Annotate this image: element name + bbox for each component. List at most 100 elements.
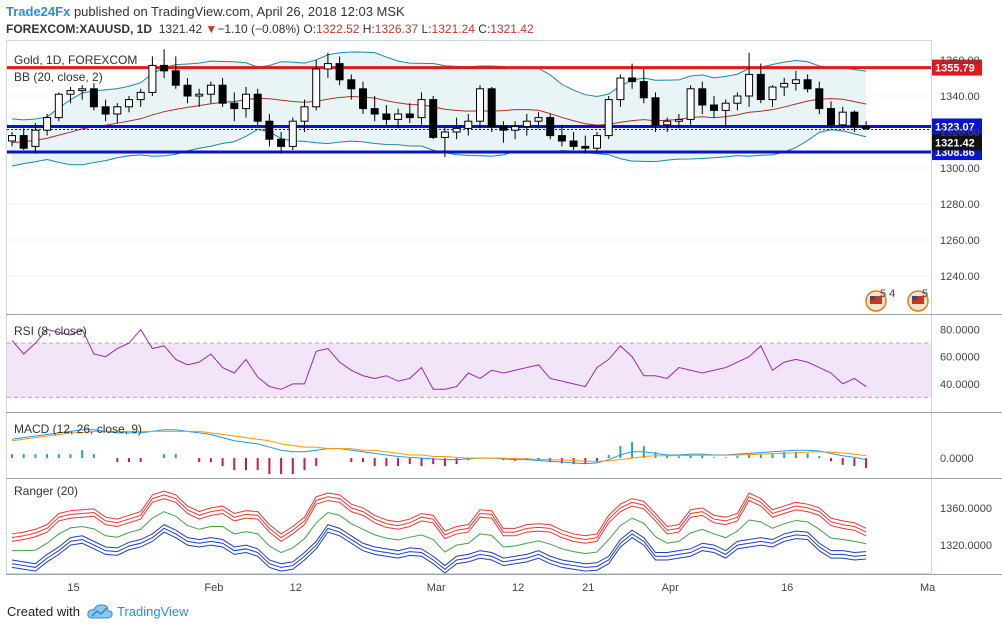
candle-body <box>440 131 449 138</box>
time-tick-label: 12 <box>290 582 302 594</box>
time-tick-label: 16 <box>781 582 793 594</box>
candle-body <box>242 93 250 110</box>
ranger-line <box>11 498 867 544</box>
rsi-tick-label: 40.0000 <box>940 379 980 391</box>
candle-body <box>803 79 812 90</box>
candle-body <box>862 126 871 129</box>
candle-body <box>827 108 835 126</box>
candle-body <box>277 138 286 147</box>
candle-body <box>370 108 379 115</box>
candle-body <box>733 95 742 104</box>
ranger-tick-label: 1360.0000 <box>940 503 992 515</box>
candle-body <box>101 106 110 115</box>
price-tick-label: 1360.00 <box>940 55 980 67</box>
level-price-label: 1323.07 <box>935 121 975 133</box>
rsi-indicator-label: RSI (8, close) <box>14 324 87 338</box>
flag-canton <box>912 296 917 300</box>
candle-body <box>417 99 426 119</box>
candle-body <box>323 63 332 70</box>
open-value: 1322.52 <box>316 22 360 36</box>
ranger-line <box>12 511 867 554</box>
low-label: L: <box>421 22 432 36</box>
high-value: 1326.37 <box>374 22 419 36</box>
open-label: O: <box>303 22 317 36</box>
macd-pane: 0.0000 <box>11 429 974 475</box>
rsi-tick-label: 80.0000 <box>940 325 980 337</box>
tradingview-cloud-icon[interactable] <box>86 602 114 622</box>
candle-body <box>838 111 847 126</box>
price-axis[interactable]: 1240.00 1260.00 1280.00 1300.00 1320.00 1340.… <box>940 55 980 283</box>
low-value: 1321.24 <box>431 22 475 36</box>
candle-body <box>382 113 391 120</box>
bb-fill <box>12 51 867 166</box>
candle-body <box>66 90 75 95</box>
candle-body <box>31 129 40 147</box>
candle-body <box>89 88 98 108</box>
candle-body <box>628 77 637 83</box>
publisher-name[interactable]: Trade24Fx <box>6 4 71 19</box>
candle-body <box>253 93 262 122</box>
candle-body <box>511 126 520 131</box>
footer: Created with TradingView <box>0 598 1002 630</box>
candle-body <box>206 84 215 95</box>
candle-body <box>452 127 461 133</box>
bollinger-bands <box>11 51 867 167</box>
candle-body <box>300 106 309 122</box>
symbol-label: FOREXCOM:XAUUSD, 1D <box>6 22 153 36</box>
rsi-tick-label: 60.0000 <box>940 352 980 364</box>
macd-tick-label: 0.0000 <box>940 453 974 465</box>
candle-body <box>651 97 660 126</box>
last-price-tag <box>932 134 982 151</box>
candle-body <box>160 64 169 72</box>
candle-body <box>113 106 122 115</box>
candle-body <box>78 88 87 92</box>
price-tick-label: 1280.00 <box>940 199 980 211</box>
candle-body <box>557 135 566 142</box>
candle-body <box>8 135 16 142</box>
macd-indicator-label: MACD (12, 26, close, 9) <box>14 422 142 436</box>
candle-body <box>195 93 204 97</box>
price-tick-label: 1300.00 <box>940 163 980 175</box>
candle-body <box>791 79 800 84</box>
event-count-label: 5 4 <box>880 288 895 300</box>
candle-body <box>43 117 52 131</box>
candle-body <box>394 113 403 120</box>
down-arrow-icon: ▼ <box>205 22 218 36</box>
ohlc-line: FOREXCOM:XAUUSD, 1D 1321.42 ▼−1.10 (−0.0… <box>6 22 534 36</box>
candle-body <box>581 145 590 149</box>
close-label: C: <box>478 22 491 36</box>
ranger-line <box>11 524 867 567</box>
candle-body <box>710 104 718 111</box>
publish-info: published on TradingView.com, April 26, … <box>73 4 405 19</box>
candle-body <box>125 99 133 108</box>
candle-body <box>674 118 683 122</box>
candle-body <box>534 117 543 122</box>
candle-body <box>686 88 695 120</box>
candle-body <box>850 111 859 128</box>
level-price-tag <box>932 118 982 135</box>
candle-body <box>359 88 367 110</box>
time-tick-label: Apr <box>662 582 679 594</box>
ranger-pane: 1320.0000 1360.0000 <box>11 490 992 574</box>
last-price-label: 1321.42 <box>935 137 975 149</box>
candle-body <box>230 102 239 110</box>
candle-body <box>312 68 321 108</box>
candle-body <box>721 102 730 111</box>
candle-body <box>347 79 356 90</box>
candle-body <box>429 99 438 138</box>
candle-body <box>745 73 754 97</box>
ranger-line <box>11 527 867 570</box>
time-axis[interactable]: 15 Feb 12 Mar 12 21 Apr 16 Ma <box>67 582 936 594</box>
candle-body <box>815 88 824 110</box>
candle-body <box>780 82 789 88</box>
event-markers[interactable]: 5 4 5 <box>865 288 929 312</box>
candle-body <box>663 120 672 126</box>
candle-body <box>546 117 555 137</box>
price-change: −1.10 (−0.08%) <box>217 22 301 36</box>
candle-body <box>171 70 180 86</box>
price-tick-label: 1320.00 <box>940 127 980 139</box>
candle-body <box>569 140 578 147</box>
tradingview-link[interactable]: TradingView <box>117 604 189 619</box>
